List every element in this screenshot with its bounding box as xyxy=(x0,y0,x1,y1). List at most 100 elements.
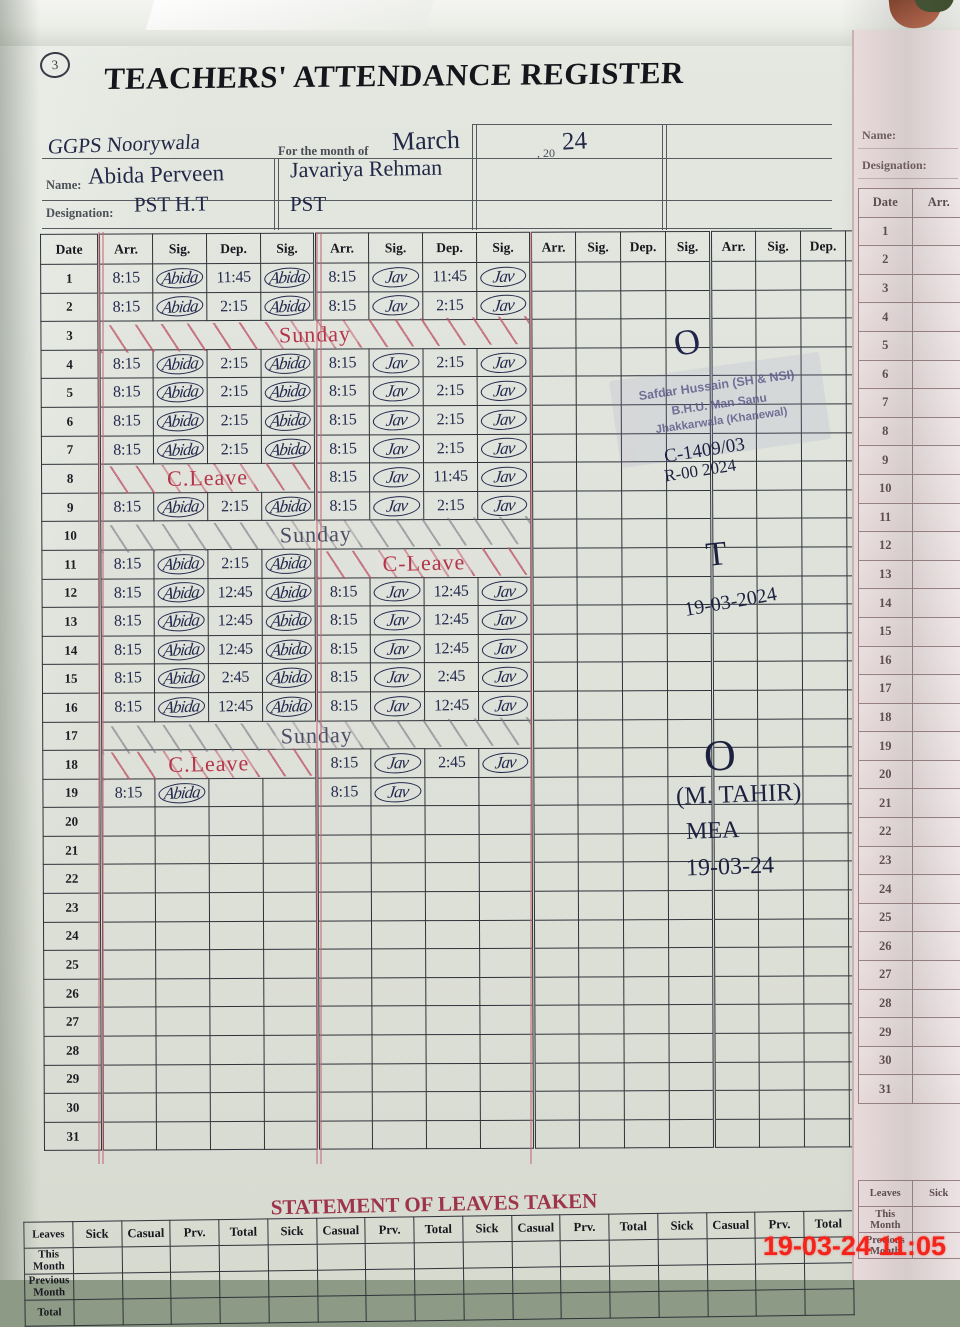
right-page-row: 25 xyxy=(859,903,960,932)
right-page-row-date: 16 xyxy=(859,646,913,675)
row-date: 18 xyxy=(43,750,101,779)
leaves-col-header-casual-g4: Casual xyxy=(706,1212,755,1239)
leaves-col-header-prv-g2: Prv. xyxy=(365,1217,414,1244)
right-page-row: 4 xyxy=(859,303,960,332)
right-page-row: 23 xyxy=(859,846,960,875)
right-page-row-date: 21 xyxy=(859,789,913,818)
row-date: 29 xyxy=(44,1065,102,1094)
page-title: TEACHERS' ATTENDANCE REGISTER xyxy=(13,54,775,98)
right-page-row: 8 xyxy=(859,417,960,446)
right-page-name-label: Name: xyxy=(862,128,896,143)
right-page-row: 17 xyxy=(859,675,960,704)
officer-date: 19-03-24 xyxy=(686,852,775,882)
col-header-dep-g1: Dep. xyxy=(207,233,261,263)
row-date: 19 xyxy=(43,779,101,808)
right-page-row: 29 xyxy=(859,1018,960,1047)
row-date: 15 xyxy=(42,664,100,693)
teacher-1-designation: PST H.T xyxy=(134,191,209,217)
header-block: GGPS Noorywala For the month of March , … xyxy=(42,114,832,232)
right-page-row: 6 xyxy=(859,360,960,389)
row-date: 16 xyxy=(43,693,101,722)
right-page-row: 7 xyxy=(859,389,960,418)
right-page-row-date: 8 xyxy=(859,417,913,446)
officer-name: (M. TAHIR) xyxy=(676,779,802,811)
leaves-col-header-total-g1: Total xyxy=(219,1219,268,1246)
right-page-designation-label: Designation: xyxy=(862,158,927,173)
right-page-row-date: 25 xyxy=(859,903,913,932)
leaves-row-label: Total xyxy=(25,1300,74,1327)
row-date: 12 xyxy=(42,579,100,608)
right-page-row-date: 3 xyxy=(859,274,913,303)
table-row: 31 xyxy=(44,1118,894,1150)
right-page-col-header-date: Date xyxy=(859,189,913,218)
right-page-row-date: 14 xyxy=(859,589,913,618)
right-page-row: 1 xyxy=(859,217,960,246)
leaves-col-header-prv-g3: Prv. xyxy=(560,1214,609,1241)
designation-label: Designation: xyxy=(46,206,113,221)
table-row: 25 xyxy=(44,947,894,979)
holiday-banner: Sunday xyxy=(99,319,531,349)
right-page-row-date: 1 xyxy=(859,217,913,246)
col-header-arr-g3: Arr. xyxy=(531,232,576,262)
row-date: 20 xyxy=(43,807,101,836)
row-date: 24 xyxy=(44,922,102,951)
leaves-col-header-casual-g2: Casual xyxy=(316,1218,365,1245)
table-row: 23 xyxy=(43,890,893,922)
right-page-row: 27 xyxy=(859,961,960,990)
right-page-row: 18 xyxy=(859,703,960,732)
table-row: 30 xyxy=(44,1090,894,1122)
col-header-sig-g3: Sig. xyxy=(665,231,710,261)
right-page-row-date: 13 xyxy=(859,560,913,589)
teacher-2-name: Javariya Rehman xyxy=(290,155,443,184)
leaves-row-label: Previous Month xyxy=(25,1274,74,1301)
register-left-page: 3 TEACHERS' ATTENDANCE REGISTER GGPS Noo… xyxy=(14,36,846,1280)
right-page-row: 31 xyxy=(859,1075,960,1104)
leave-banner-t1: C.Leave xyxy=(101,749,317,779)
right-page-row-date: 9 xyxy=(859,446,913,475)
table-row: 27 xyxy=(44,1004,894,1036)
row-date: 1 xyxy=(41,264,99,293)
camera-timestamp: 19-03-24 11:05 xyxy=(763,1231,946,1262)
row-date: 28 xyxy=(44,1036,102,1065)
right-page-row: 21 xyxy=(859,789,960,818)
officer-signature: O xyxy=(702,729,737,782)
right-page-row: 15 xyxy=(859,617,960,646)
right-page-row-date: 27 xyxy=(859,961,913,990)
col-header-arr-g2: Arr. xyxy=(315,233,369,263)
right-page-row: 14 xyxy=(859,589,960,618)
leaves-col-header-sick-g4: Sick xyxy=(658,1213,707,1240)
leaves-col-header-sick-g2: Sick xyxy=(268,1218,317,1245)
right-page-row: 19 xyxy=(859,732,960,761)
right-page-row-date: 12 xyxy=(859,532,913,561)
row-date: 21 xyxy=(43,836,101,865)
row-date: 30 xyxy=(44,1093,102,1122)
row-date: 7 xyxy=(41,436,99,465)
right-page-row-date: 4 xyxy=(859,303,913,332)
right-page-row-date: 10 xyxy=(859,474,913,503)
col-header-sig-g2: Sig. xyxy=(369,233,423,263)
right-page-row-date: 17 xyxy=(859,675,913,704)
photographed-register-page: 3 TEACHERS' ATTENDANCE REGISTER GGPS Noo… xyxy=(0,0,960,1280)
leaves-col-header-casual-g3: Casual xyxy=(511,1215,560,1242)
right-page-leaves-sick: Sick xyxy=(912,1181,960,1207)
leaves-col-header-total-g2: Total xyxy=(414,1216,463,1243)
leaves-col-header-prv-g1: Prv. xyxy=(170,1220,219,1247)
col-header-arr-g4: Arr. xyxy=(710,231,755,261)
row-date: 17 xyxy=(43,722,101,751)
col-header-sig-g1: Sig. xyxy=(261,233,315,263)
right-page-row-date: 5 xyxy=(859,331,913,360)
right-page-col-header-arr: Arr. xyxy=(912,189,960,218)
right-page-row: 16 xyxy=(859,646,960,675)
col-header-sig-g1: Sig. xyxy=(153,234,207,264)
row-date: 22 xyxy=(43,865,101,894)
table-row: 24 xyxy=(44,918,894,950)
right-page-leaves-row-label: This Month xyxy=(859,1207,913,1233)
